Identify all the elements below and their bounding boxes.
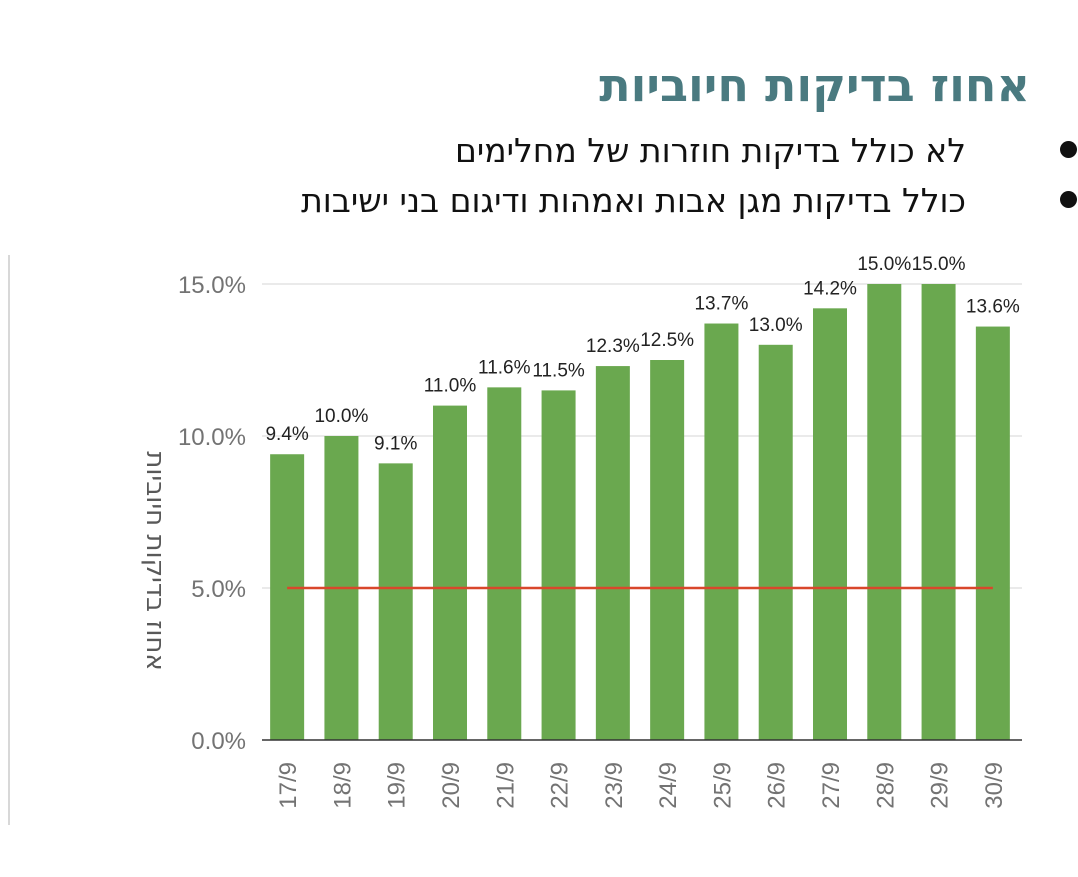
left-divider: [8, 255, 10, 825]
bullet-item: לא כולל בדיקות חוזרות של מחלימים: [301, 126, 1077, 176]
x-tick-label: 19/9: [384, 762, 411, 809]
bullet-text: כולל בדיקות מגן אבות ואמהות ודיגום בני י…: [301, 181, 966, 220]
bullet-text: לא כולל בדיקות חוזרות של מחלימים: [454, 131, 966, 170]
bullet-item: כולל בדיקות מגן אבות ואמהות ודיגום בני י…: [301, 176, 1077, 226]
y-tick-label: 0.0%: [191, 728, 246, 755]
x-tick-label: 25/9: [709, 762, 736, 809]
y-tick-label: 5.0%: [191, 576, 246, 603]
data-label: 12.5%: [640, 330, 694, 351]
x-tick-label: 20/9: [438, 762, 465, 809]
bar: [378, 463, 413, 740]
data-label: 11.0%: [424, 376, 477, 397]
data-label: 11.5%: [532, 360, 585, 381]
bar: [758, 344, 793, 740]
bullet-dot-icon: [1060, 141, 1077, 158]
data-label: 13.7%: [694, 294, 748, 315]
x-tick-label: 21/9: [492, 762, 519, 809]
bar-chart: 0.0% 5.0% 10.0% 15.0% אחוז בדיקות חיוביות 9.4…: [140, 254, 1022, 809]
y-tick-label: 15.0%: [178, 272, 246, 299]
bullet-list: לא כולל בדיקות חוזרות של מחלימים כולל בד…: [301, 126, 1077, 226]
x-tick-label: 26/9: [764, 762, 791, 809]
bar: [867, 284, 902, 740]
bar: [595, 366, 630, 740]
x-tick-label: 23/9: [601, 762, 628, 809]
bar: [270, 454, 305, 740]
bar: [975, 326, 1010, 740]
bar: [650, 360, 685, 740]
x-tick-label: 18/9: [329, 762, 356, 809]
x-tick-label: 27/9: [818, 762, 845, 809]
bullet-dot-icon: [1060, 191, 1077, 208]
y-axis-title: אחוז בדיקות חיוביות: [140, 451, 170, 671]
bar: [541, 390, 576, 740]
data-label: 13.0%: [749, 315, 803, 336]
data-label: 10.0%: [314, 406, 368, 427]
bar: [433, 405, 467, 740]
data-label: 15.0%: [857, 254, 911, 275]
x-tick-label: 29/9: [927, 762, 954, 809]
data-label: 9.4%: [265, 424, 308, 445]
data-label: 14.2%: [803, 278, 857, 299]
x-tick-label: 17/9: [275, 762, 302, 809]
data-label: 9.1%: [374, 433, 417, 454]
data-label: 12.3%: [586, 336, 640, 357]
x-tick-label: 30/9: [981, 762, 1008, 809]
bar: [813, 308, 847, 740]
y-tick-label: 10.0%: [178, 424, 246, 451]
bar: [921, 284, 956, 740]
bar: [487, 387, 522, 740]
x-tick-label: 24/9: [655, 762, 682, 809]
x-tick-label: 22/9: [547, 762, 574, 809]
bar: [704, 323, 739, 740]
page-title: אחוז בדיקות חיוביות: [599, 58, 1030, 112]
data-label: 15.0%: [912, 254, 966, 275]
data-label: 13.6%: [966, 297, 1020, 318]
data-label: 11.6%: [478, 357, 531, 378]
x-tick-label: 28/9: [872, 762, 899, 809]
